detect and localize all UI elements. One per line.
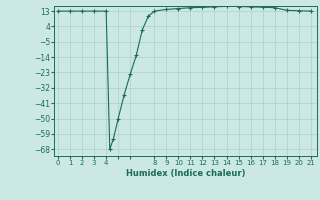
X-axis label: Humidex (Indice chaleur): Humidex (Indice chaleur) [126,169,245,178]
